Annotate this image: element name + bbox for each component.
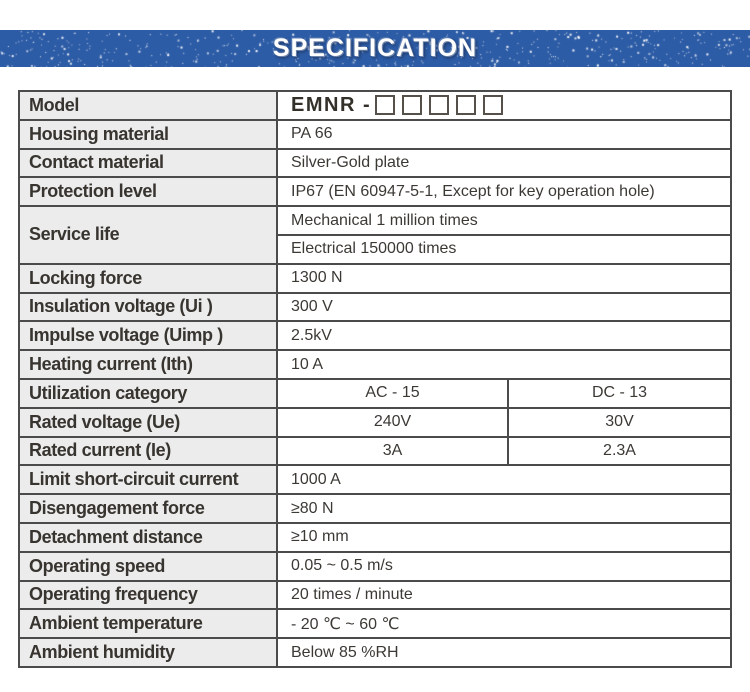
table-row: Service life Mechanical 1 million times [19, 206, 731, 235]
spec-value: Mechanical 1 million times [277, 206, 731, 235]
table-row: Rated current (Ie) 3A 2.3A [19, 437, 731, 466]
spec-value-ac: 3A [277, 437, 508, 466]
spec-label: Service life [19, 206, 277, 264]
page-title: SPECIFICATION [0, 30, 750, 67]
spec-value: ≥80 N [277, 494, 731, 523]
spec-label: Heating current (Ith) [19, 350, 277, 379]
spec-value: - 20 ℃ ~ 60 ℃ [277, 609, 731, 638]
spec-value: 2.5kV [277, 321, 731, 350]
model-code-box [456, 95, 476, 115]
spec-label: Utilization category [19, 379, 277, 408]
spec-value: ≥10 mm [277, 523, 731, 552]
model-code-box [402, 95, 422, 115]
spec-label: Operating speed [19, 552, 277, 581]
table-row: Contact material Silver-Gold plate [19, 149, 731, 178]
model-code-box [483, 95, 503, 115]
spec-label: Housing material [19, 120, 277, 149]
spec-value: 300 V [277, 293, 731, 322]
spec-label: Rated voltage (Ue) [19, 408, 277, 437]
spec-value: Electrical 150000 times [277, 235, 731, 264]
table-row: Housing material PA 66 [19, 120, 731, 149]
spec-label: Model [19, 91, 277, 120]
table-row: Detachment distance ≥10 mm [19, 523, 731, 552]
spec-label: Detachment distance [19, 523, 277, 552]
spec-value-ac: AC - 15 [277, 379, 508, 408]
spec-value: 0.05 ~ 0.5 m/s [277, 552, 731, 581]
table-row: Limit short-circuit current 1000 A [19, 465, 731, 494]
spec-table-body: Model EMNR - Housing material PA 66 Contact … [19, 91, 731, 667]
spec-label: Insulation voltage (Ui ) [19, 293, 277, 322]
table-row: Ambient temperature - 20 ℃ ~ 60 ℃ [19, 609, 731, 638]
spec-label: Ambient humidity [19, 638, 277, 667]
model-code-box [429, 95, 449, 115]
table-row: Locking force 1300 N [19, 264, 731, 293]
spec-label: Impulse voltage (Uimp ) [19, 321, 277, 350]
specification-page: SPECIFICATION Model EMNR - Housing materia… [0, 0, 750, 692]
spec-label: Protection level [19, 177, 277, 206]
spec-label: Contact material [19, 149, 277, 178]
table-row: Impulse voltage (Uimp ) 2.5kV [19, 321, 731, 350]
spec-label: Disengagement force [19, 494, 277, 523]
spec-value: 1300 N [277, 264, 731, 293]
table-row: Model EMNR - [19, 91, 731, 120]
table-row: Protection level IP67 (EN 60947-5-1, Exce… [19, 177, 731, 206]
spec-value-dc: 30V [508, 408, 731, 437]
table-row: Operating speed 0.05 ~ 0.5 m/s [19, 552, 731, 581]
table-row: Heating current (Ith) 10 A [19, 350, 731, 379]
spec-label: Locking force [19, 264, 277, 293]
spec-value: 10 A [277, 350, 731, 379]
spec-value: 20 times / minute [277, 581, 731, 610]
spec-value: Below 85 %RH [277, 638, 731, 667]
spec-value: Silver-Gold plate [277, 149, 731, 178]
spec-value-model: EMNR - [277, 91, 731, 120]
spec-label: Limit short-circuit current [19, 465, 277, 494]
table-row: Operating frequency 20 times / minute [19, 581, 731, 610]
spec-label: Ambient temperature [19, 609, 277, 638]
spec-value: IP67 (EN 60947-5-1, Except for key opera… [277, 177, 731, 206]
spec-value: 1000 A [277, 465, 731, 494]
model-code-prefix: EMNR - [291, 94, 371, 116]
spec-value-dc: DC - 13 [508, 379, 731, 408]
table-row: Ambient humidity Below 85 %RH [19, 638, 731, 667]
table-row: Insulation voltage (Ui ) 300 V [19, 293, 731, 322]
model-code-box [375, 95, 395, 115]
spec-value: PA 66 [277, 120, 731, 149]
table-row: Rated voltage (Ue) 240V 30V [19, 408, 731, 437]
spec-value-dc: 2.3A [508, 437, 731, 466]
table-row: Utilization category AC - 15 DC - 13 [19, 379, 731, 408]
spec-label: Rated current (Ie) [19, 437, 277, 466]
table-row: Disengagement force ≥80 N [19, 494, 731, 523]
specification-banner: SPECIFICATION [0, 30, 750, 67]
spec-value-ac: 240V [277, 408, 508, 437]
spec-label: Operating frequency [19, 581, 277, 610]
specification-table: Model EMNR - Housing material PA 66 Contact … [18, 90, 732, 668]
